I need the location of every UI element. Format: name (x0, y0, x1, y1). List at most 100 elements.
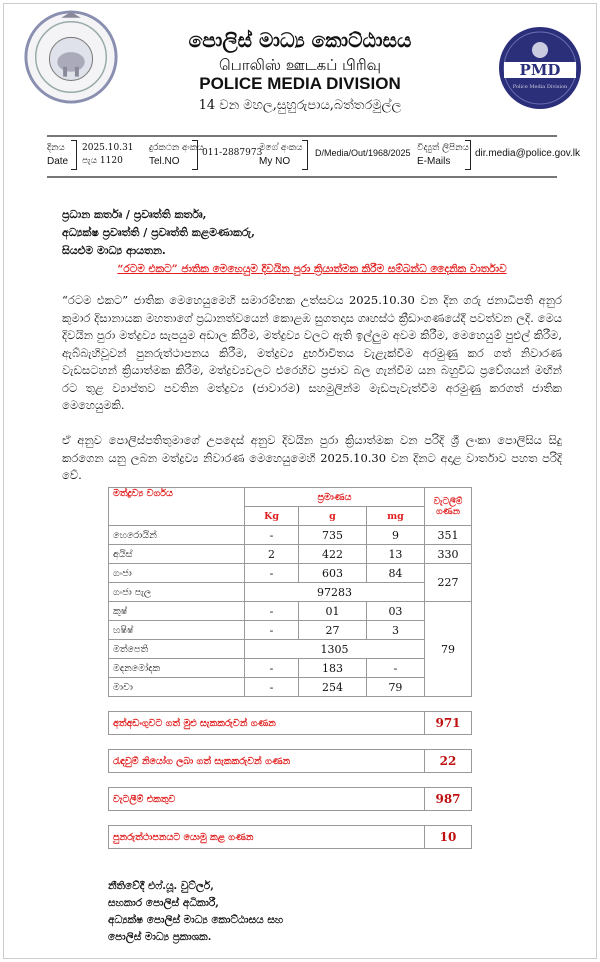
paragraph-2: ඒ අනුව පොලිස්පතිතුමාගේ උපදෙස් අනුව දිවයි… (62, 433, 562, 482)
raid-count: 351 (424, 525, 472, 545)
quantity-kg: - (243, 658, 300, 678)
email-label: විද්‍යුත් ලිපිනය E-Mails (417, 142, 469, 168)
summary-row: පුනරුත්ථාපනයට යොමු කළ ගණන 10 (108, 825, 472, 849)
signature-line: නීතිවේදී එෆ්.යූ. වුට්ලර්, (108, 880, 214, 892)
table-row: ගංජා පැල 97283 (108, 582, 472, 602)
summary-value: 971 (424, 711, 472, 735)
table-row: අයිස් 2 422 13 330 (108, 544, 472, 564)
email-label-en: E-Mails (417, 156, 451, 167)
email-link[interactable]: dir.media@police.gov.lk (475, 148, 581, 159)
drug-name: කුෂ් (108, 601, 245, 621)
quantity-kg: - (243, 525, 300, 545)
address: 14 වන මහල,සුහුරුපාය,බත්තරමුල්ල (198, 98, 402, 113)
quantity-mg: 13 (365, 544, 426, 564)
paragraph-1: “රටම එකට” ජාතික මෙහෙයුමෙහි සමාරම්භක උත්ස… (62, 293, 562, 412)
table-row: හෂිෂ් -27 3 (108, 620, 472, 640)
drug-name: ගංජා (108, 563, 245, 583)
quantity-mg: 3 (365, 620, 426, 640)
divider-top (47, 135, 557, 137)
quantity-kg: - (243, 601, 300, 621)
quantity-g: 735 (298, 525, 367, 545)
date-value: 2025.10.31 පැය 1120 (82, 142, 134, 168)
header-quantity: ප්‍රමාණය (244, 487, 425, 507)
myno-label-si: මගේ අංකය (259, 143, 303, 153)
header-type: මත්ද්‍රව්‍ය වර්ගය (108, 487, 245, 526)
tel-label: දුරකථන අංකය Tel.NO (149, 142, 204, 168)
drug-name: අයිස් (108, 544, 245, 564)
summary-row: රැඳවුම් නියෝග ලබා ගත් සැකකරුවන් ගණන 22 (108, 749, 472, 773)
quantity-kg: - (243, 620, 300, 640)
table-row: මදනමෝදක -183- (108, 658, 472, 678)
myno-label-en: My NO (259, 156, 291, 167)
header-mg: mg (365, 506, 426, 526)
signature-line: සහකාර පොලිස් අධිකාරී, (108, 897, 219, 909)
addressee: අධ්‍යක්ෂ ප්‍රවෘත්ති / ප්‍රවෘත්ති කළමණාකර… (62, 226, 255, 239)
divider-bottom (47, 176, 557, 178)
pmd-logo: PMD Police Media Division (498, 26, 582, 110)
quantity-g: 603 (298, 563, 367, 583)
subject-title: “රටම එකට” ජාතික මෙහෙයුම දිවයින පුරා ක්‍ර… (117, 263, 507, 275)
title-sinhala: පොලිස් මාධ්‍ය කොට්ඨාසය (188, 28, 412, 52)
table-row: මාවා -254 79 (108, 677, 472, 697)
quantity-merged: 97283 (244, 582, 425, 602)
quantity-kg: - (243, 677, 300, 697)
header-kg: Kg (243, 506, 300, 526)
quantity-mg: 03 (365, 601, 426, 621)
pmd-logo-text: PMD (519, 61, 561, 79)
summary-row: වැටලීම් එකතුව 987 (108, 787, 472, 811)
table-row: මත්පෙති 1305 (108, 639, 472, 659)
spacer-row (108, 810, 472, 826)
header-g: g (298, 506, 367, 526)
spacer-row (108, 772, 472, 788)
quantity-mg: - (365, 658, 426, 678)
drug-name: ගංජා පැල (108, 582, 245, 602)
spacer-cell (108, 734, 472, 750)
quantity-g: 27 (298, 620, 367, 640)
summary-label: පුනරුත්ථාපනයට යොමු කළ ගණන (108, 825, 425, 849)
quantity-g: 183 (298, 658, 367, 678)
signature-block: නීතිවේදී එෆ්.යූ. වුට්ලර්, සහකාර පොලිස් අ… (108, 878, 283, 946)
addressees: ප්‍රධාන කර්තෘ / ප්‍රවෘත්ති කර්තෘ, අධ්‍යක… (62, 206, 255, 260)
quantity-merged: 1305 (244, 639, 425, 659)
quantity-mg: 79 (365, 677, 426, 697)
drug-seizure-table: මත්ද්‍රව්‍ය වර්ගය ප්‍රමාණය වැටලීම් ගණන K… (108, 487, 472, 849)
tel: 011-2887973 (202, 148, 263, 158)
date: 2025.10.31 (82, 143, 134, 153)
summary-row: අත්අඩංගුවට ගත් මුළු සැකකරුවන් ගණන 971 (108, 711, 472, 735)
myno-label: මගේ අංකය My NO (259, 142, 303, 168)
drug-name: හෂිෂ් (108, 620, 245, 640)
addressee: සියළුම මාධ්‍ය ආයතන. (62, 244, 166, 257)
spacer-cell (108, 810, 472, 826)
raid-count: 227 (424, 563, 472, 602)
time: පැය 1120 (82, 156, 123, 166)
my-no: D/Media/Out/1968/2025 (315, 148, 411, 158)
spacer-cell (108, 772, 472, 788)
signature-line: පොලිස් මාධ්‍ය ප්‍රකාශක. (108, 931, 212, 943)
quantity-g: 254 (298, 677, 367, 697)
drug-name: මාවා (108, 677, 245, 697)
quantity-g: 01 (298, 601, 367, 621)
email-label-si: විද්‍යුත් ලිපිනය (417, 143, 469, 153)
date-label-si: දිනය (47, 143, 65, 153)
quantity-mg: 84 (365, 563, 426, 583)
summary-label: රැඳවුම් නියෝග ලබා ගත් සැකකරුවන් ගණන (108, 749, 425, 773)
summary-value: 10 (424, 825, 472, 849)
page-frame (3, 3, 597, 959)
table-row: ගංජා -603 84 227 (108, 563, 472, 602)
raid-count: 330 (424, 544, 472, 564)
table-row: හෙරොයින් -735 9 351 (108, 525, 472, 545)
info-row: දිනය Date 2025.10.31 පැය 1120 දුරකථන අංකය T… (47, 140, 580, 174)
pmd-logo-subtext: Police Media Division (512, 84, 568, 90)
drug-name: මත්පෙති (108, 639, 245, 659)
drug-name: මදනමෝදක (108, 658, 245, 678)
spacer-cell (108, 696, 472, 712)
quantity-g: 422 (298, 544, 367, 564)
summary-value: 987 (424, 787, 472, 811)
drug-name: හෙරොයින් (108, 525, 245, 545)
quantity-kg: - (243, 563, 300, 583)
date-label-en: Date (47, 156, 69, 167)
tel-label-en: Tel.NO (149, 156, 180, 167)
title-english: POLICE MEDIA DIVISION (199, 74, 401, 93)
title-tamil: பொலிஸ் ஊடகப் பிரிவு (218, 56, 381, 74)
date-label: දිනය Date (47, 142, 68, 168)
